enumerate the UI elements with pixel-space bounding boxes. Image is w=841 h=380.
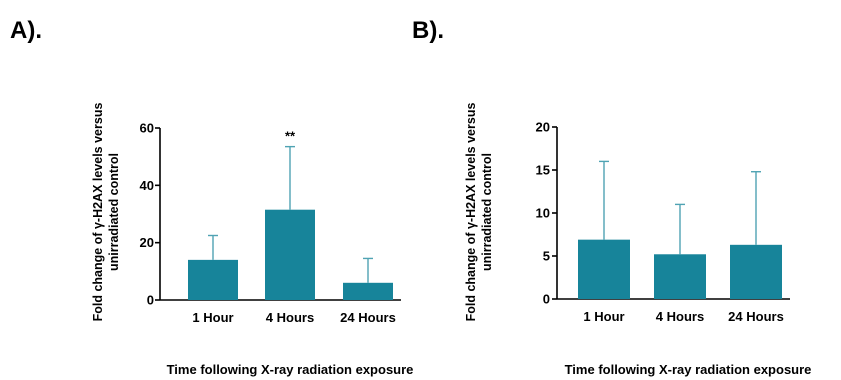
category-label: 24 Hours xyxy=(728,309,784,324)
y-tick-label: 0 xyxy=(543,292,550,307)
panel-b: B). Fold change of γ-H2AX levels versus … xyxy=(412,17,811,377)
category-label: 1 Hour xyxy=(583,309,624,324)
y-axis-label: Fold change of γ-H2AX levels versus unir… xyxy=(91,103,121,322)
y-tick-label: 0 xyxy=(147,293,154,308)
panel-a: A). Fold change of γ-H2AX levels versus … xyxy=(10,17,413,377)
plot-area: 0 5 10 15 20 1 Hour 4 Hours 24 Hours xyxy=(536,120,790,324)
x-axis-label: Time following X-ray radiation exposure xyxy=(565,362,812,377)
y-tick-label: 20 xyxy=(140,235,154,250)
bar xyxy=(730,244,782,299)
bar xyxy=(654,254,706,299)
plot-area: 0 20 40 60 1 Hour ** 4 Hours 24 Hours xyxy=(140,121,401,325)
category-label: 24 Hours xyxy=(340,310,396,325)
y-tick-label: 60 xyxy=(140,121,154,136)
y-axis-label-line-1: Fold change of γ-H2AX levels versus xyxy=(464,103,478,322)
y-tick-label: 40 xyxy=(140,178,154,193)
category-label: 4 Hours xyxy=(656,309,704,324)
y-tick-label: 20 xyxy=(536,120,550,135)
y-tick-label: 15 xyxy=(536,163,550,178)
category-label: 1 Hour xyxy=(192,310,233,325)
y-axis-label: Fold change of γ-H2AX levels versus unir… xyxy=(464,103,494,322)
x-axis-label: Time following X-ray radiation exposure xyxy=(167,362,414,377)
bar xyxy=(188,259,238,300)
y-axis-label-line-1: Fold change of γ-H2AX levels versus xyxy=(91,103,105,322)
significance-annotation: ** xyxy=(285,129,296,144)
y-axis-label-line-2: unirradiated control xyxy=(480,153,494,271)
y-axis-label-line-2: unirradiated control xyxy=(107,153,121,271)
bar xyxy=(343,282,393,300)
category-label: 4 Hours xyxy=(266,310,314,325)
bar xyxy=(265,209,315,300)
y-tick-label: 5 xyxy=(543,249,550,264)
panel-label: A). xyxy=(10,17,42,44)
panel-label: B). xyxy=(412,17,444,44)
bar xyxy=(578,239,630,299)
y-tick-label: 10 xyxy=(536,206,550,221)
